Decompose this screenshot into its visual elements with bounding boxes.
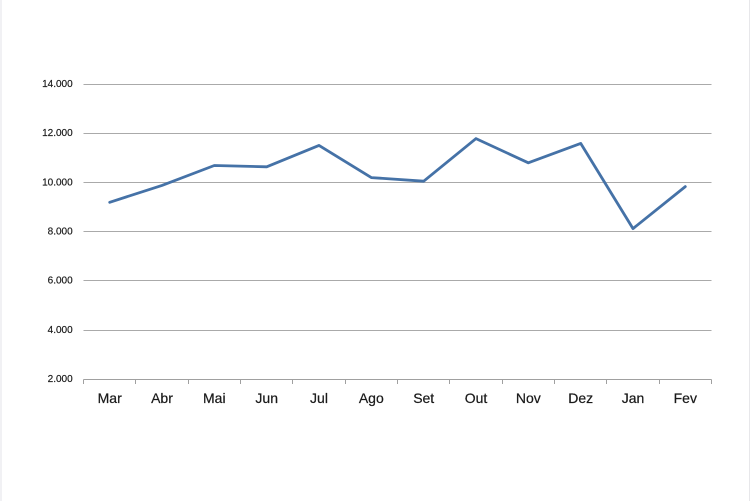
svg-text:2.000: 2.000	[48, 374, 73, 385]
svg-text:4.000: 4.000	[48, 325, 73, 336]
svg-text:Jun: Jun	[255, 390, 278, 406]
svg-text:14.000: 14.000	[42, 79, 73, 90]
svg-text:Fev: Fev	[674, 390, 697, 406]
svg-text:Set: Set	[413, 390, 434, 406]
svg-text:Ago: Ago	[359, 390, 384, 406]
svg-text:Mar: Mar	[98, 390, 122, 406]
svg-text:Jul: Jul	[310, 390, 328, 406]
svg-text:Out: Out	[465, 390, 488, 406]
svg-text:10.000: 10.000	[42, 177, 73, 188]
svg-text:Mai: Mai	[203, 390, 226, 406]
svg-text:12.000: 12.000	[42, 128, 73, 139]
svg-text:Jan: Jan	[622, 390, 645, 406]
svg-text:8.000: 8.000	[48, 227, 73, 238]
svg-text:6.000: 6.000	[48, 276, 73, 287]
svg-text:Abr: Abr	[151, 390, 173, 406]
svg-text:Dez: Dez	[568, 390, 593, 406]
svg-text:Nov: Nov	[516, 390, 541, 406]
